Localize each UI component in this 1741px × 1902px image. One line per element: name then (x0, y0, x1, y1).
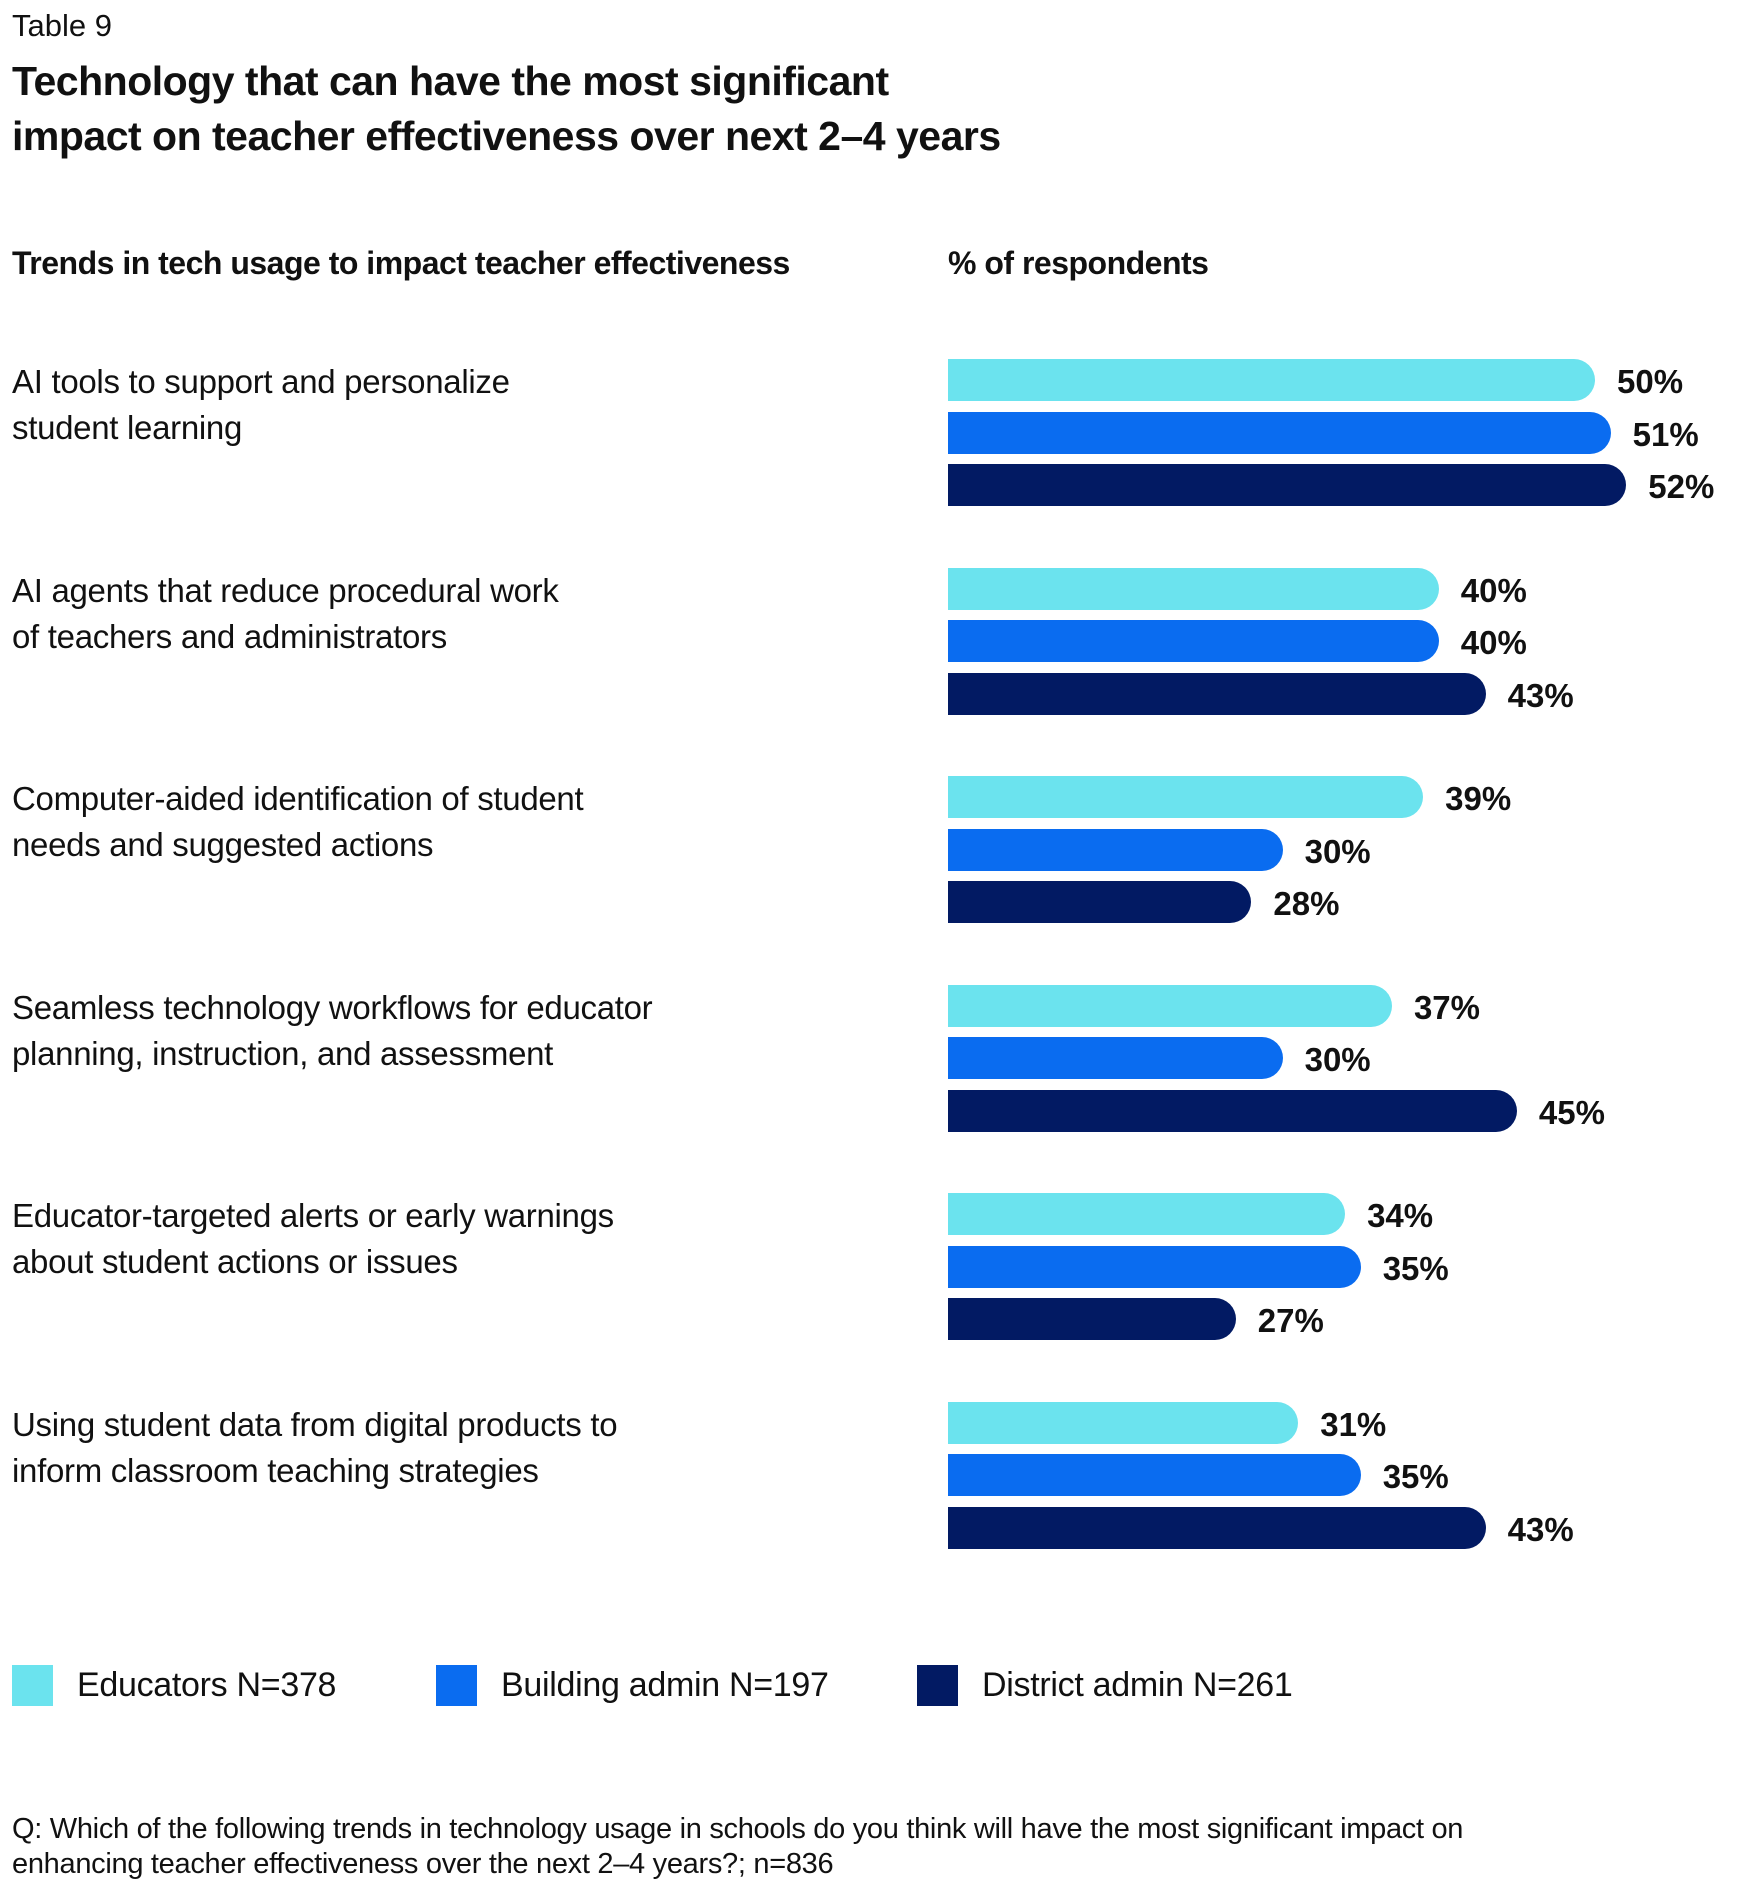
data-label: 37% (1413, 988, 1480, 1026)
legend-swatch-educators (12, 1664, 53, 1706)
bar (948, 672, 1486, 715)
bar (948, 411, 1611, 454)
category-label-line: Computer-aided identification of student (12, 780, 584, 817)
legend-item-district-admin: District admin N=261 (917, 1663, 1293, 1707)
bar (948, 1506, 1486, 1549)
bar (948, 567, 1439, 610)
legend-swatch-district-admin (917, 1664, 958, 1706)
bar (948, 464, 1627, 507)
data-label: 34% (1367, 1197, 1434, 1234)
legend-label: Educators N=378 (77, 1665, 337, 1704)
legend-label: District admin N=261 (982, 1665, 1293, 1704)
bar (948, 1454, 1361, 1497)
bar (948, 881, 1252, 924)
data-label: 50% (1617, 363, 1684, 400)
category-label-line: planning, instruction, and assessment (12, 1034, 554, 1072)
bar (948, 828, 1283, 871)
data-label: 45% (1538, 1093, 1605, 1131)
bar (948, 359, 1595, 401)
category-label: Computer-aided identification of student… (12, 776, 772, 868)
data-label: 31% (1320, 1405, 1387, 1443)
category-label-line: Using student data from digital products… (12, 1405, 618, 1443)
value-column-header: % of respondents (948, 245, 1209, 281)
data-label: 52% (1648, 468, 1715, 506)
bar (948, 1089, 1517, 1132)
footnote-line-2: enhancing teacher effectiveness over the… (12, 1848, 834, 1880)
category-label-line: student learning (12, 409, 243, 446)
table-number: Table 9 (12, 8, 112, 43)
legend-swatch-building-admin (436, 1664, 477, 1706)
data-label: 27% (1257, 1302, 1324, 1340)
category-label: Seamless technology workflows for educat… (12, 985, 772, 1077)
category-label: AI tools to support and personalize stude… (12, 359, 772, 451)
footnote: Q: Which of the following trends in tech… (12, 1812, 1712, 1882)
bar (948, 1401, 1299, 1444)
bar (948, 776, 1424, 818)
data-label: 35% (1382, 1458, 1449, 1496)
bar (948, 1245, 1361, 1288)
footnote-line-1: Q: Which of the following trends in tech… (12, 1813, 1464, 1845)
legend-label: Building admin N=197 (501, 1665, 829, 1704)
category-label-line: needs and suggested actions (12, 826, 434, 863)
bar (948, 620, 1439, 663)
data-label: 43% (1507, 676, 1574, 714)
data-label: 40% (1460, 624, 1527, 662)
data-label: 39% (1445, 780, 1512, 817)
category-label-line: Seamless technology workflows for educat… (12, 988, 653, 1026)
bar (948, 1298, 1236, 1341)
data-label: 30% (1304, 1041, 1371, 1079)
bar (948, 1193, 1346, 1235)
chart-title: Technology that can have the most signif… (12, 54, 1001, 164)
bar (948, 1037, 1283, 1080)
title-line-2: impact on teacher effectiveness over nex… (12, 113, 1001, 159)
data-label: 35% (1382, 1249, 1449, 1287)
category-label-line: inform classroom teaching strategies (12, 1451, 539, 1489)
category-label-line: about student actions or issues (12, 1243, 458, 1280)
data-label: 51% (1632, 415, 1699, 453)
category-label-line: Educator-targeted alerts or early warnin… (12, 1197, 614, 1234)
legend-item-building-admin: Building admin N=197 (436, 1663, 829, 1707)
data-label: 28% (1273, 885, 1340, 923)
category-label-line: AI tools to support and personalize (12, 363, 510, 400)
category-label-line: of teachers and administrators (12, 617, 447, 655)
category-label-line: AI agents that reduce procedural work (12, 571, 559, 609)
category-label: AI agents that reduce procedural work of … (12, 568, 772, 660)
data-label: 30% (1304, 832, 1371, 870)
title-line-1: Technology that can have the most signif… (12, 58, 889, 104)
data-label: 43% (1507, 1510, 1574, 1548)
bar (948, 984, 1392, 1027)
data-label: 40% (1460, 571, 1527, 609)
category-label: Using student data from digital products… (12, 1402, 772, 1494)
category-label: Educator-targeted alerts or early warnin… (12, 1193, 772, 1285)
legend-item-educators: Educators N=378 (12, 1663, 336, 1707)
category-column-header: Trends in tech usage to impact teacher e… (12, 245, 790, 281)
